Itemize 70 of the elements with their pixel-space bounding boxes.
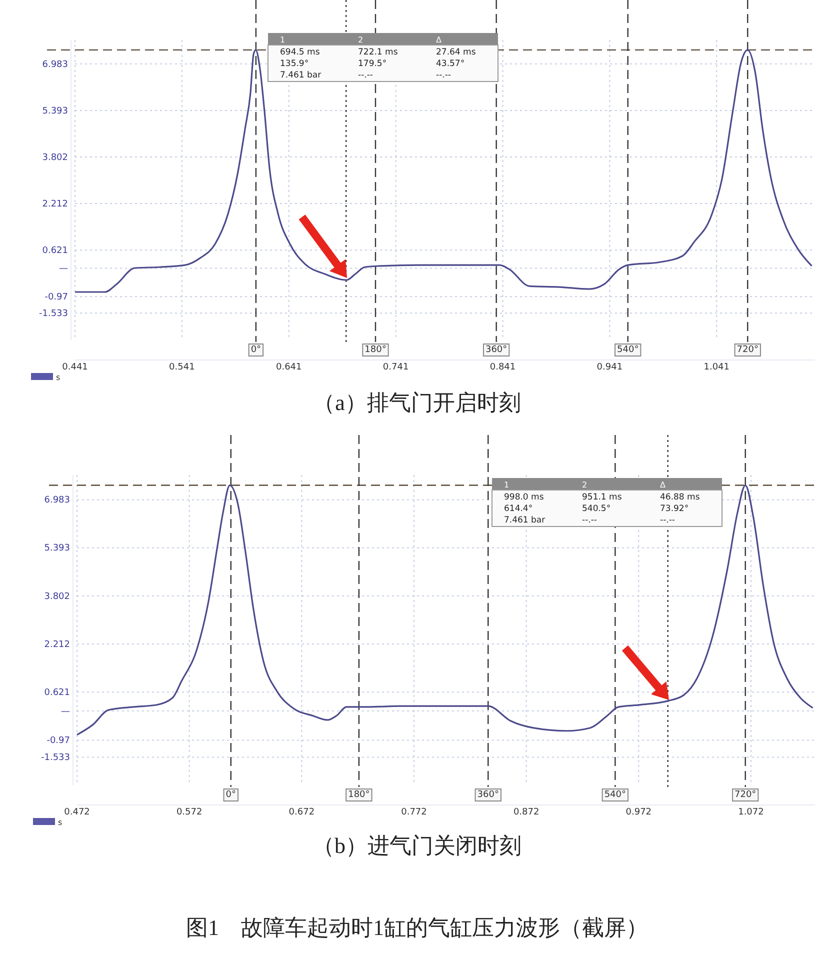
y-tick-label: 6.983 [42, 60, 68, 70]
y-tick-label: 0.621 [42, 246, 68, 256]
x-tick-label: 1.072 [738, 807, 764, 818]
annotation: 360° [477, 790, 499, 800]
annotation: 0° [250, 345, 262, 355]
x-tick-label: 0.872 [513, 807, 540, 818]
x-tick-label: 0.641 [276, 362, 302, 372]
annotation: 2 [582, 480, 588, 490]
x-axis-title: s [58, 818, 62, 827]
y-tick-label: -0.97 [44, 292, 68, 303]
y-tick-label: -0.97 [46, 736, 70, 746]
annotation: 135.9° [280, 59, 309, 69]
y-tick-label: 3.802 [42, 152, 68, 163]
annotation: 540.5° [582, 504, 611, 514]
annotation: 7.461 bar [504, 516, 546, 526]
annotation: --.-- [582, 516, 597, 526]
y-tick-label: 3.802 [44, 592, 70, 602]
y-tick-label: 5.393 [42, 106, 68, 116]
annotation: 540° [617, 345, 639, 355]
annotation: 722.1 ms [358, 48, 398, 58]
x-tick-label: 0.672 [288, 807, 315, 818]
annotation: 179.5° [358, 59, 387, 69]
annotation: 180° [348, 790, 370, 800]
annotation: 2 [358, 36, 364, 44]
annotation: 360° [485, 345, 508, 355]
x-tick-label: 0.972 [626, 807, 652, 818]
annotation: --.-- [358, 70, 373, 80]
caption: 图1 故障车起动时1缸的气缸压力波形（截屏） [186, 915, 648, 940]
y-tick-label: -1.533 [40, 753, 70, 764]
annotation: 1 [280, 36, 286, 44]
annotation: 27.64 ms [436, 48, 476, 58]
line-series [74, 49, 813, 293]
annotation: 540° [604, 790, 626, 800]
text: （a）排气门开启时刻 [313, 390, 521, 415]
annotation: 0° [226, 790, 236, 800]
x-tick-label: 0.472 [64, 807, 90, 818]
x-tick-label: 0.441 [62, 362, 88, 372]
x-axis-title: s [56, 373, 60, 382]
annotation: 180° [364, 345, 386, 355]
x-tick-label: 0.572 [176, 807, 202, 818]
y-tick-label: — [61, 706, 70, 717]
y-tick-label: 2.212 [44, 640, 70, 650]
annotation: 951.1 ms [582, 492, 622, 502]
annotation: 7.461 bar [280, 70, 322, 80]
y-tick-label: 0.621 [44, 688, 70, 698]
annotation: 694.5 ms [280, 48, 320, 58]
annotation: 720° [734, 790, 756, 800]
annotation: --.-- [660, 516, 675, 526]
annotation: Δ [660, 480, 666, 490]
y-tick-label: 2.212 [42, 199, 68, 210]
annotation: 43.57° [436, 59, 465, 69]
x-tick-label: 0.541 [169, 362, 195, 372]
x-tick-label: 0.941 [596, 362, 623, 372]
y-tick-label: 6.983 [44, 496, 70, 506]
x-tick-label: 1.041 [704, 362, 730, 372]
annotation: --.-- [436, 70, 451, 80]
y-tick-label: 5.393 [44, 544, 70, 554]
y-tick-label: -1.533 [38, 309, 68, 320]
x-tick-label: 0.841 [490, 362, 516, 372]
annotation: 46.88 ms [660, 492, 700, 502]
x-tick-label: 0.741 [382, 362, 409, 372]
annotation: 1 [504, 480, 510, 490]
annotation: 73.92° [660, 504, 689, 514]
annotation: Δ [436, 36, 442, 44]
annotation: 614.4° [504, 504, 533, 514]
x-tick-label: 0.772 [401, 807, 427, 818]
text: （b）进气门关闭时刻 [312, 833, 522, 858]
y-tick-label: — [59, 264, 68, 274]
annotation: 720° [736, 345, 758, 355]
annotation: 998.0 ms [504, 492, 544, 502]
